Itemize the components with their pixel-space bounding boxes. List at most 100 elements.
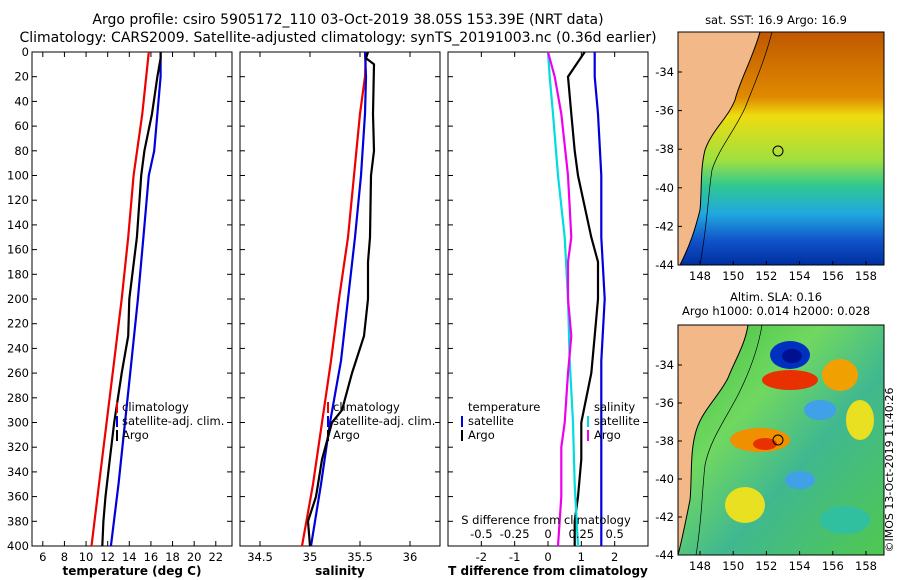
temperature-legend-label: satellite-adj. clim. [122,414,224,428]
slaax-y-tick-label: -44 [655,548,674,562]
depth-tick-label: 300 [7,416,29,430]
legend-temperature-label: satellite [468,414,514,428]
slaax-y-tick-label: -38 [655,434,674,448]
temperature-x-tick-label: 18 [165,550,180,564]
salinity-x-tick-label: 35.5 [347,550,373,564]
salinity-x-tick-label: 34.5 [247,550,273,564]
slaax-y-tick-label: -42 [655,510,674,524]
difference-x-tick-label: 0 [544,550,551,564]
temperature-x-tick-label: 14 [122,550,137,564]
depth-tick-label: 120 [7,193,29,207]
depth-tick-label: 40 [14,94,29,108]
depth-tick-label: 160 [7,243,29,257]
secondary-x-tick-label: 0.25 [569,527,595,541]
depth-tick-label: 0 [22,45,29,59]
salinity-legend-label: climatology [333,400,400,414]
depth-tick-label: 380 [7,514,29,528]
temperature-legend-label: climatology [122,400,189,414]
slaax-y-tick-label: -36 [655,396,674,410]
sst-map-title: sat. SST: 16.9 Argo: 16.9 [705,13,847,27]
slaax-x-tick-label: 158 [855,559,877,573]
sla-land [678,325,748,555]
temperature-x-tick-label: 20 [187,550,202,564]
salinity-legend-label: Argo [333,428,360,442]
slaax-x-tick-label: 152 [755,559,777,573]
legend-temperature-title: temperature [468,400,540,414]
sla-map-title-1: Altim. SLA: 0.16 [730,290,822,304]
legend-salinity-label: satellite [594,414,640,428]
salinity-series-argo [306,51,376,547]
legend-temperature-label: Argo [468,428,495,442]
temperature-x-axis-label: temperature (deg C) [63,564,202,578]
difference-x-tick-label: -2 [476,550,487,564]
depth-tick-label: 140 [7,218,29,232]
difference-series-s-satellite [546,51,580,547]
temperature-x-tick-label: 16 [144,550,159,564]
secondary-x-tick-label: 0.5 [606,527,624,541]
sst-map: sat. SST: 16.9 Argo: 16.9 [655,13,885,283]
temperature-x-tick-label: 12 [100,550,115,564]
temperature-series-argo [101,52,162,547]
slaax-y-tick-label: -34 [655,358,674,372]
depth-tick-label: 320 [7,440,29,454]
depth-tick-label: 400 [7,539,29,553]
title-line-2: Climatology: CARS2009. Satellite-adjuste… [19,30,656,46]
temperature-x-tick-label: 8 [61,550,68,564]
secondary-x-tick-label: 0 [544,527,551,541]
sstax-x-tick-label: 152 [755,269,777,283]
temperature-series-climatology [90,51,150,547]
sla-map-axes: 148 150 152 154 156 158 -34 -36 -38 -40 -42 -44 [655,358,877,573]
credit-text: ©IMOS 13-Oct-2019 11:40:26 [883,387,896,552]
salinity-x-axis-label: salinity [315,564,365,578]
depth-tick-label: 80 [14,144,29,158]
difference-x-tick-label: 2 [611,550,618,564]
difference-series-t-satellite [593,52,606,546]
sstax-x-tick-label: 156 [822,269,844,283]
secondary-x-tick-label: -0.25 [500,527,530,541]
depth-tick-label: 360 [7,490,29,504]
salinity-x-tick-label: 35 [303,550,318,564]
secondary-x-tick-label: -0.5 [470,527,492,541]
salinity-series-climatology [300,51,368,547]
legend-salinity-label: Argo [594,428,621,442]
slaax-x-tick-label: 150 [722,559,744,573]
temperature-x-tick-label: 22 [208,550,223,564]
temperature-x-tick-label: 6 [39,550,46,564]
salinity-x-tick-label: 36 [403,550,418,564]
temperature-panel: 0 20 40 60 80 100 120 140 160 180 200 220 240 260 280 3… [7,45,233,578]
temperature-legend-label: Argo [122,428,149,442]
salinity-panel: 34.5 35 35.5 36 salinity climatologysatellite… [239,51,441,578]
salinity-series-satellite-adj-clim- [309,51,368,547]
sstax-x-tick-label: 158 [855,269,877,283]
sst-argo-location-marker [772,145,784,157]
sstax-y-tick-label: -42 [655,219,674,233]
slaax-y-tick-label: -40 [655,472,674,486]
temperature-x-tick-label: 10 [79,550,94,564]
depth-tick-label: 20 [14,70,29,84]
sstax-y-tick-label: -40 [655,181,674,195]
temperature-series-satellite-adj-clim- [109,52,162,547]
sst-land [678,32,760,265]
sstax-x-tick-label: 150 [722,269,744,283]
difference-frame [447,51,649,547]
sla-map: Altim. SLA: 0.16 Argo h1000: 0.014 h2000… [655,290,885,573]
sla-argo-location-marker [772,434,784,446]
sla-map-title-2: Argo h1000: 0.014 h2000: 0.028 [682,304,870,318]
sstax-y-tick-label: -36 [655,104,674,118]
depth-tick-label: 340 [7,465,29,479]
difference-x-tick-label: -1 [509,550,520,564]
title-line-1: Argo profile: csiro 5905172_110 03-Oct-2… [92,12,603,28]
sstax-y-tick-label: -38 [655,142,674,156]
depth-tick-label: 260 [7,366,29,380]
depth-tick-label: 200 [7,292,29,306]
depth-tick-label: 220 [7,317,29,331]
difference-panel: -2 -1 0 1 2T difference from climatology temp… [447,51,649,578]
depth-tick-label: 240 [7,341,29,355]
slaax-x-tick-label: 148 [689,559,711,573]
secondary-x-axis-label: S difference from climatology [461,513,631,527]
slaax-x-tick-label: 154 [789,559,811,573]
difference-x-tick-label: 1 [578,550,585,564]
difference-series-t-argo [566,51,600,546]
sstax-x-tick-label: 154 [789,269,811,283]
